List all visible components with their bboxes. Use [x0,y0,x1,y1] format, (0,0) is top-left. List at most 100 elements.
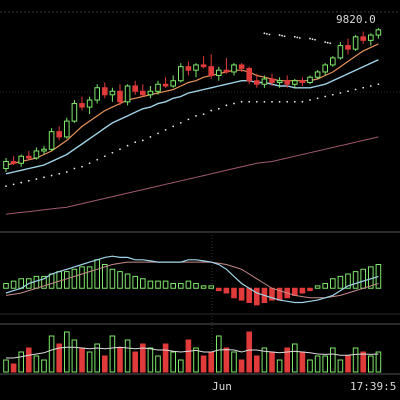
candle-body [360,36,366,41]
upper-band-dot [311,38,314,41]
candle-body [322,64,328,73]
ma-dotted-point [271,100,273,103]
volume-bar [360,351,366,373]
macd-histogram-bar [200,285,207,289]
volume-bar [185,339,192,373]
ma-dotted-point [331,93,334,96]
candle-body [140,90,146,96]
candle-body [223,69,230,73]
candle-body [3,161,9,170]
candle-body [185,66,192,71]
candle-body [337,45,344,59]
volume-bar [124,339,131,373]
volume-bar [79,347,85,373]
macd-histogram-bar [162,280,169,289]
volume-bar [33,355,40,373]
volume-bar [276,359,283,373]
ma-dotted-point [248,100,251,103]
upper-band-dot [324,41,327,43]
ma-dotted-point [111,151,114,154]
ma-dotted-point [263,100,266,103]
macd-histogram-bar [193,283,199,289]
volume-bar [71,339,78,373]
volume-bar [375,351,382,373]
macd-histogram-bar [216,287,222,292]
candle-body [375,29,382,36]
ma-dotted-point [210,109,213,112]
candle-body [178,66,184,82]
ma-dotted-point [362,86,365,89]
macd-histogram-bar [117,271,123,289]
ma-dotted-point [43,176,45,179]
macd-histogram-bar [10,280,17,289]
volume-bar [140,343,146,373]
volume-bar [41,359,47,373]
candle-body [155,83,161,92]
candle-body [124,85,131,103]
ma-dotted-point [369,85,372,87]
macd-histogram-bar [314,285,321,289]
macd-histogram-bar [299,287,306,294]
volume-bar [86,351,93,373]
volume-bar [216,335,222,373]
ma-dotted-point [286,100,289,103]
volume-bar [162,343,169,373]
ma-dotted-point [240,100,243,103]
macd-histogram-bar [132,275,138,289]
upper-band-dot [266,33,268,35]
candle-body [269,78,275,83]
candle-body [94,87,101,101]
candle-body [56,131,63,138]
macd-histogram-bar [352,271,359,289]
upper-band-dot [268,33,271,36]
candle-body [299,80,306,83]
ma-dotted-point [309,99,311,101]
ma-dotted-point [293,100,296,103]
candle-body [345,45,351,50]
ma-dotted-point [164,129,167,131]
macd-histogram-bar [246,287,252,303]
macd-histogram-bar [178,283,184,289]
macd-dif-line [5,255,379,304]
upper-band-dot [329,42,332,45]
volume-bar [170,351,176,373]
upper-band-dot [314,38,316,41]
candle-body [26,155,32,159]
ma-dotted-point [225,104,228,107]
ma-dotted-point [103,155,106,158]
macd-histogram-bar [124,273,131,289]
ma-dotted-point [58,172,61,175]
ma-dotted-point [96,158,99,161]
candle-body [314,71,321,78]
macd-histogram-bar [337,275,344,289]
upper-band-dot [296,36,299,39]
candle-body [86,99,93,108]
candle-body [132,85,138,92]
upper-band-dot [326,41,329,44]
ma-dotted-point [377,83,380,86]
volume-bar [269,351,275,373]
volume-bar [117,347,123,373]
volume-bar [322,355,328,373]
macd-histogram-bar [33,275,40,289]
macd-histogram-bar [231,287,237,299]
ma-mid-line [5,59,379,175]
upper-band-dot [281,34,283,37]
volume-bar [200,355,207,373]
ma-dotted-point [195,114,197,117]
candle-body [18,155,24,164]
ma-dotted-point [35,178,38,180]
macd-histogram-bar [223,287,230,294]
grid-lines [0,11,400,375]
volume-bar [147,347,154,373]
ma-dotted-point [172,125,175,128]
ma-dotted-point [81,165,83,168]
ma-dotted-point [65,171,68,173]
candle-body [33,150,40,159]
volume-bar [246,331,252,373]
candle-body [193,64,199,71]
macd-histogram-bar [79,266,85,289]
ma-dotted-point [141,139,144,142]
last-price-label: 9820.0 [336,13,376,26]
macd-histogram-bar [94,259,101,289]
